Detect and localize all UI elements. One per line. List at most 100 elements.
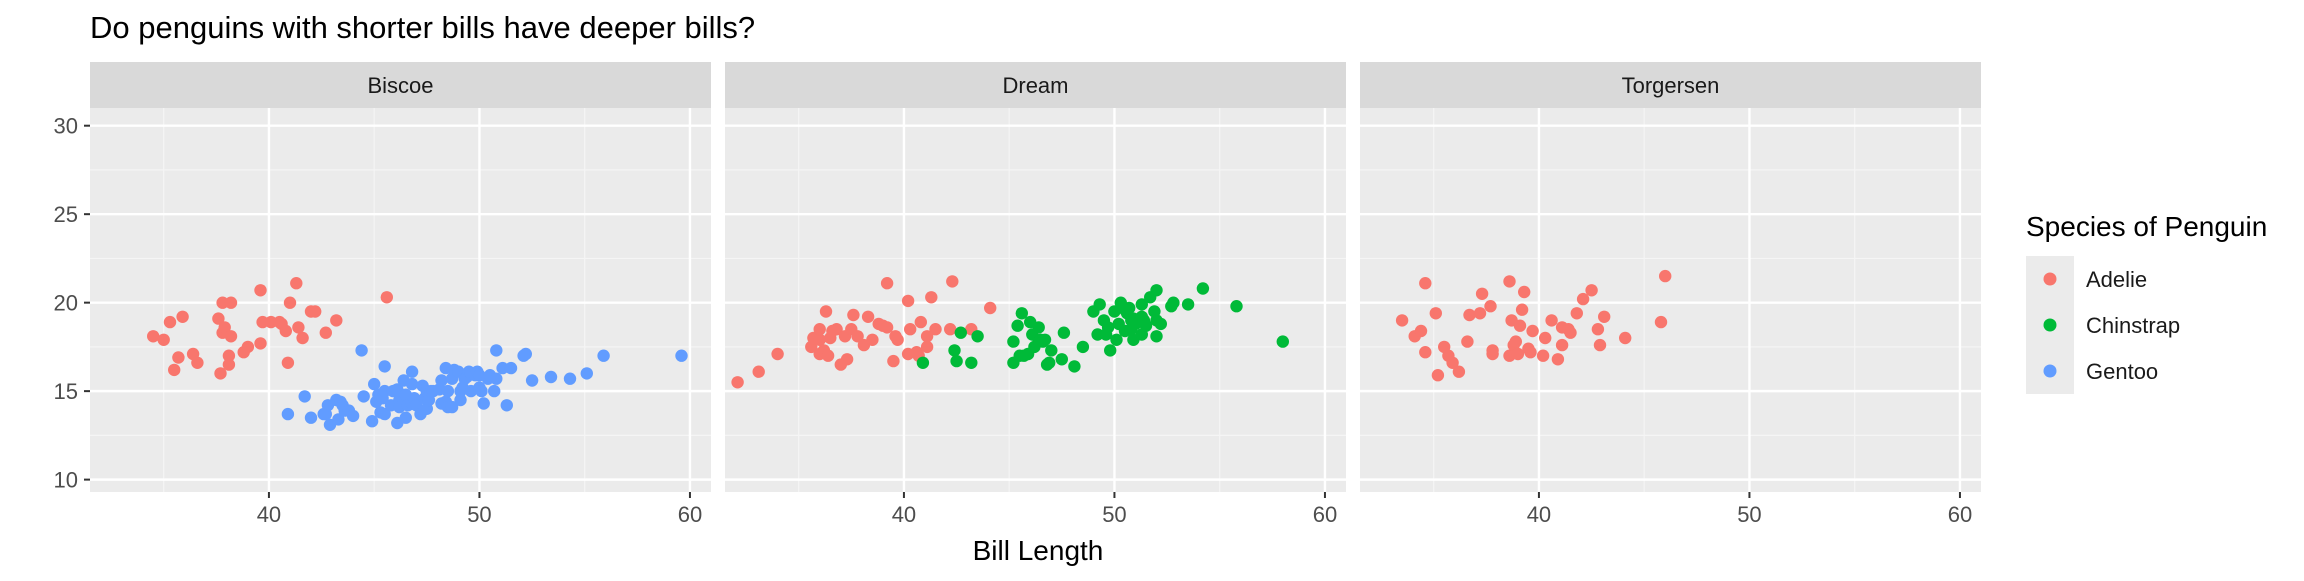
data-point [563, 372, 577, 385]
facet-strip [90, 62, 711, 108]
data-point [752, 365, 765, 378]
data-point [1555, 338, 1569, 352]
series-adelie-biscoe [147, 277, 393, 380]
data-point [254, 337, 267, 350]
data-point [929, 323, 942, 336]
data-point [1419, 346, 1432, 359]
data-point [172, 351, 185, 364]
facet-strip-label: Torgersen [1622, 73, 1720, 98]
data-point [1032, 321, 1045, 334]
data-point [1108, 305, 1121, 318]
legend-title: Species of Penguin [2026, 211, 2267, 242]
data-point [1585, 284, 1598, 297]
x-tick-label: 60 [678, 502, 702, 527]
data-point [1551, 353, 1565, 366]
data-point [281, 407, 295, 421]
data-point [1503, 275, 1516, 288]
data-point [880, 277, 894, 290]
data-point [1524, 346, 1537, 359]
y-axis: 10 15 20 25 30 [54, 114, 90, 493]
data-point [1484, 300, 1497, 313]
data-point [1564, 326, 1577, 339]
data-point [1110, 333, 1123, 346]
data-point [1419, 277, 1432, 290]
data-point [1015, 307, 1028, 320]
series-chinstrap-dream [916, 282, 1290, 373]
data-point [1395, 314, 1409, 327]
data-point [224, 296, 238, 309]
data-point [292, 321, 305, 334]
data-point [454, 393, 467, 407]
data-point [475, 384, 488, 398]
facet-strip [1360, 62, 1981, 108]
data-point [157, 333, 170, 346]
data-point [1043, 356, 1056, 369]
data-point [1139, 319, 1153, 332]
data-point [1101, 321, 1115, 334]
data-point [519, 347, 532, 361]
data-point [330, 314, 343, 327]
data-point [920, 340, 934, 354]
data-point [1011, 319, 1024, 332]
data-point [488, 384, 501, 398]
data-point [1076, 340, 1090, 354]
data-point [1463, 308, 1476, 322]
legend-key-gentoo [2043, 364, 2057, 378]
legend-label-adelie: Adelie [2086, 267, 2147, 292]
data-point [965, 356, 978, 369]
data-point [212, 312, 225, 325]
data-point [1509, 335, 1523, 348]
data-point [1230, 300, 1243, 313]
data-point [346, 409, 360, 423]
legend-label-gentoo: Gentoo [2086, 359, 2158, 384]
y-tick-label: 30 [54, 114, 78, 139]
data-point [920, 330, 934, 343]
data-point [380, 291, 393, 304]
legend-label-chinstrap: Chinstrap [2086, 313, 2180, 338]
data-point [163, 315, 177, 329]
data-point [147, 330, 160, 343]
data-point [500, 399, 513, 412]
data-point [319, 326, 332, 339]
data-point [445, 400, 459, 414]
data-point [1486, 344, 1499, 357]
data-point [771, 347, 784, 361]
data-point [1135, 298, 1149, 311]
x-tick-label: 50 [1737, 502, 1761, 527]
data-point [477, 397, 490, 410]
x-tick-label: 50 [467, 502, 491, 527]
data-point [813, 323, 826, 336]
y-tick-label: 20 [54, 291, 78, 316]
series-adelie-dream [731, 275, 997, 389]
data-point [365, 415, 379, 428]
data-point [1150, 330, 1163, 343]
data-point [925, 291, 938, 304]
data-point [954, 326, 967, 339]
data-point [544, 370, 558, 384]
data-point [504, 361, 518, 375]
data-point [830, 323, 843, 336]
data-point [296, 331, 309, 345]
data-point [1038, 333, 1052, 346]
data-point [821, 349, 835, 362]
panel-background [90, 108, 711, 492]
data-point [368, 377, 381, 391]
data-point [176, 310, 189, 323]
data-point [309, 305, 322, 318]
data-point [901, 294, 915, 308]
data-point [813, 333, 826, 346]
facet-panel-torgersen: Torgersen 40 50 60 [1360, 62, 1981, 527]
facet-panel-biscoe: Biscoe 40 50 60 [90, 62, 711, 527]
data-point [1104, 344, 1117, 357]
panel-background [725, 108, 1346, 492]
data-point [218, 321, 231, 334]
data-point [1526, 324, 1539, 338]
data-point [224, 330, 238, 343]
data-point [1414, 324, 1428, 338]
data-point [1513, 319, 1527, 332]
data-point [1511, 347, 1525, 361]
data-point [214, 367, 227, 380]
chart-title: Do penguins with shorter bills have deep… [90, 10, 755, 45]
data-point [241, 340, 255, 354]
data-point [891, 333, 904, 346]
